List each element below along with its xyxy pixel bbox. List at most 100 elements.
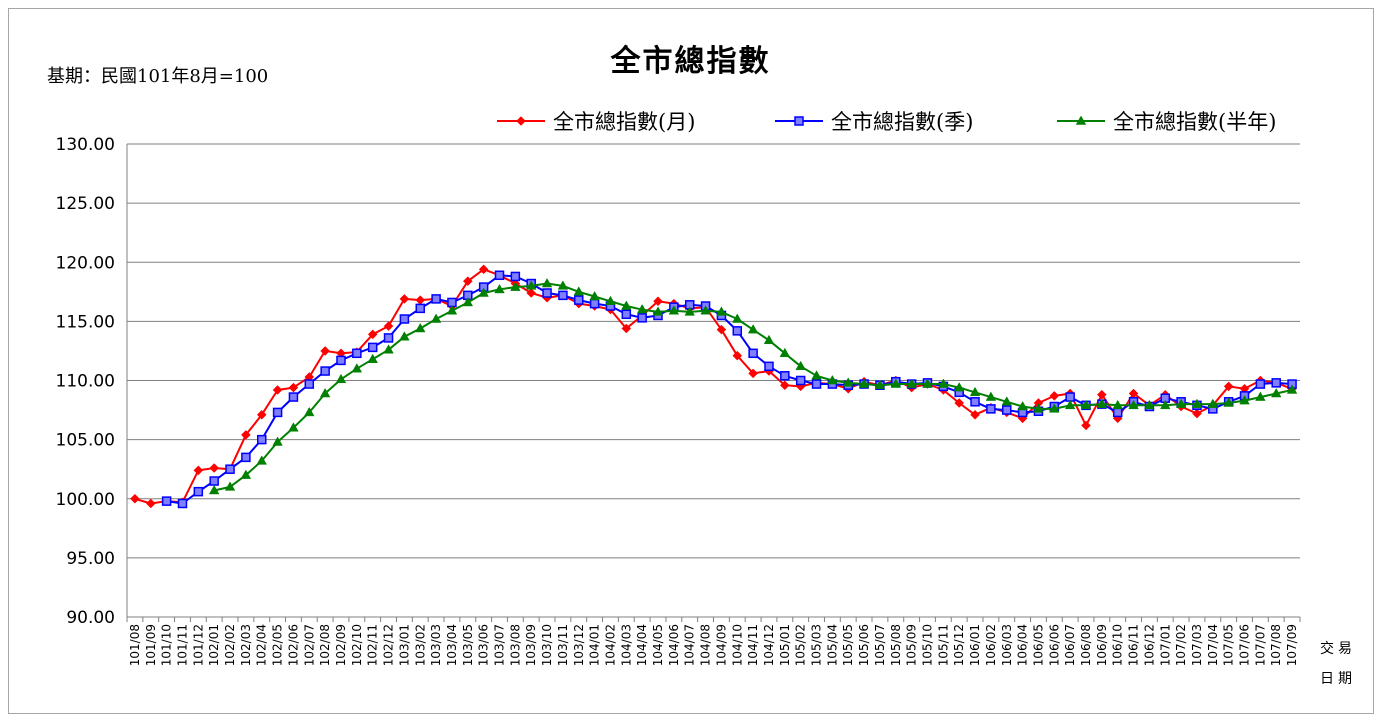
y-tick-label: 90.00 <box>66 608 115 628</box>
data-point <box>780 371 790 381</box>
data-point <box>367 353 378 363</box>
x-tick-label: 104/04 <box>635 624 649 666</box>
x-tick-label: 102/08 <box>318 624 332 666</box>
data-point <box>446 305 458 315</box>
data-point <box>970 397 980 407</box>
data-point <box>1191 398 1203 408</box>
x-tick-label: 106/10 <box>1111 624 1125 666</box>
x-tick-label: 106/03 <box>1000 624 1014 666</box>
data-point <box>272 407 283 418</box>
x-tick-label: 105/05 <box>841 624 855 666</box>
data-point <box>748 348 758 359</box>
gridlines <box>127 143 1300 559</box>
x-tick-label: 103/03 <box>429 624 443 666</box>
x-tick-label: 104/05 <box>651 624 665 666</box>
data-point <box>288 392 299 402</box>
data-point <box>367 329 378 340</box>
data-point <box>970 409 980 420</box>
y-tick-label: 100.00 <box>56 490 115 510</box>
data-point <box>494 270 505 281</box>
chart-title: 全市總指數 <box>610 44 771 79</box>
data-point <box>319 387 331 398</box>
data-point <box>1144 399 1155 410</box>
x-tick-label: 104/11 <box>746 624 760 666</box>
data-point <box>922 378 933 388</box>
x-tick-label: 105/08 <box>889 624 903 666</box>
data-point <box>352 348 362 359</box>
x-tick-label: 107/01 <box>1158 624 1172 666</box>
data-point <box>478 264 489 275</box>
data-point <box>605 295 616 306</box>
x-axis-label-line1: 交易 <box>1320 641 1356 657</box>
data-point <box>415 322 426 333</box>
data-point <box>383 321 394 331</box>
x-tick-label: 103/11 <box>556 624 570 666</box>
x-tick-label: 105/06 <box>857 624 871 666</box>
data-point <box>1033 403 1044 413</box>
x-tick-label: 107/09 <box>1285 624 1299 666</box>
data-point <box>1096 398 1108 408</box>
x-tick-label: 102/07 <box>302 624 316 666</box>
x-tick-label: 104/01 <box>588 624 602 666</box>
data-point <box>621 309 632 320</box>
y-tick-label: 110.00 <box>56 372 115 392</box>
data-point <box>858 378 870 388</box>
x-tick-label: 103/02 <box>413 624 427 666</box>
data-point <box>874 379 886 389</box>
data-point <box>241 452 251 463</box>
x-axis-label: 交易 日期 <box>1313 634 1363 694</box>
data-point <box>383 333 394 343</box>
data-point <box>827 374 838 385</box>
legend-label: 全市總指數(半年) <box>1113 110 1276 134</box>
data-point <box>208 484 220 495</box>
data-point <box>1223 381 1234 392</box>
data-point <box>462 296 474 307</box>
x-tick-label: 102/03 <box>239 624 253 666</box>
data-point <box>256 434 267 445</box>
data-point <box>225 464 235 474</box>
x-tick-label: 106/11 <box>1127 624 1141 666</box>
x-tick-label: 102/04 <box>255 624 269 666</box>
data-point <box>240 469 252 479</box>
data-point <box>399 331 410 341</box>
data-point <box>732 350 743 361</box>
data-point <box>1112 407 1123 418</box>
data-point <box>653 296 663 307</box>
data-point <box>1017 401 1028 411</box>
data-point <box>938 378 949 388</box>
data-point <box>1064 399 1076 410</box>
x-tick-label: 107/06 <box>1238 624 1252 666</box>
x-tick-label: 105/11 <box>936 624 950 666</box>
data-point <box>399 294 410 304</box>
data-point <box>589 298 600 309</box>
chart-frame <box>8 8 1374 714</box>
x-tick-label: 105/12 <box>952 624 966 666</box>
legend-item-2: 全市總指數(半年) <box>1057 110 1276 134</box>
base-period-note: 基期：民國101年8月=100 <box>47 66 269 87</box>
data-point <box>256 409 267 420</box>
data-point <box>351 363 363 373</box>
x-tick-label: 101/09 <box>144 624 158 666</box>
x-tick-label: 102/06 <box>286 624 300 666</box>
data-point <box>1080 399 1092 410</box>
data-point <box>558 290 568 301</box>
data-point <box>526 288 537 298</box>
data-point <box>478 287 489 297</box>
x-tick-label: 106/01 <box>968 624 982 666</box>
series-2 <box>208 278 1298 495</box>
data-point <box>953 382 965 392</box>
data-point <box>811 379 822 389</box>
x-tick-label: 105/03 <box>810 624 824 666</box>
legend-marker <box>794 116 804 126</box>
x-tick-label: 107/07 <box>1253 624 1267 666</box>
data-point <box>1223 397 1234 407</box>
data-point <box>684 306 695 316</box>
data-point <box>1160 399 1171 410</box>
data-point <box>542 288 552 298</box>
data-point <box>335 373 347 384</box>
x-tick-label: 107/03 <box>1190 624 1204 666</box>
data-point <box>320 346 330 356</box>
data-point <box>843 377 854 387</box>
x-tick-label: 107/05 <box>1222 624 1236 666</box>
